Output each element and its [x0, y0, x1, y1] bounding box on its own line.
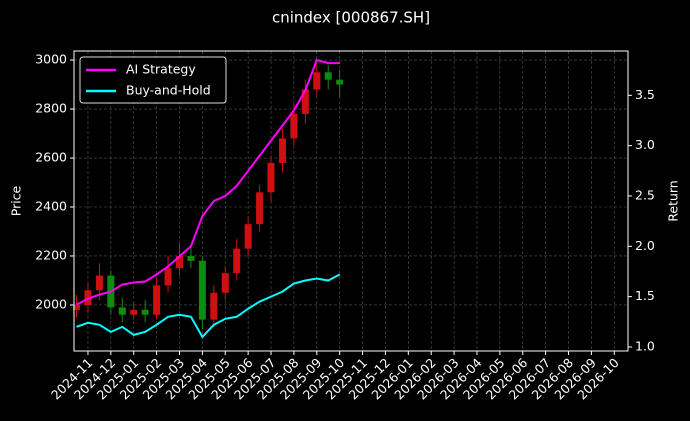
- candle-body: [210, 292, 218, 320]
- plot-frame: [73, 50, 629, 352]
- candle-body: [73, 304, 81, 310]
- candle-body: [130, 309, 138, 315]
- candle-body: [95, 275, 103, 291]
- candle-body: [313, 72, 321, 90]
- candle-body: [118, 307, 126, 315]
- legend-label: Buy-and-Hold: [126, 83, 211, 98]
- candle-body: [290, 113, 298, 139]
- candle-body: [244, 224, 252, 249]
- candle-body: [278, 138, 286, 163]
- y-tick-label: 2600: [35, 150, 67, 165]
- legend-box: [79, 56, 227, 104]
- y2-axis-label: Return: [666, 180, 681, 221]
- y2-tick-label: 3.5: [635, 87, 655, 102]
- y-tick-label: 3000: [35, 52, 67, 67]
- y2-tick-label: 2.5: [635, 187, 655, 202]
- y2-tick-label: 3.0: [635, 137, 655, 152]
- candle-body: [175, 255, 183, 269]
- candle-body: [141, 309, 149, 315]
- y2-tick-label: 1.0: [635, 338, 655, 353]
- candle-body: [164, 268, 172, 286]
- candle-body: [336, 79, 344, 85]
- candle-body: [221, 273, 229, 293]
- y-tick-label: 2400: [35, 199, 67, 214]
- candle-body: [187, 255, 195, 261]
- candle-body: [267, 162, 275, 193]
- y-tick-label: 2200: [35, 247, 67, 262]
- candle-body: [198, 260, 206, 320]
- y-tick-label: 2800: [35, 101, 67, 116]
- y2-tick-label: 2.0: [635, 238, 655, 253]
- y-axis-label: Price: [9, 185, 24, 216]
- series-line: [76, 58, 340, 306]
- candle-body: [153, 285, 161, 315]
- candle-body: [301, 89, 309, 114]
- series-line: [76, 273, 341, 339]
- candle-body: [256, 192, 264, 225]
- legend-label: AI Strategy: [126, 62, 196, 77]
- candle-body: [233, 248, 241, 274]
- y-tick-label: 2000: [35, 296, 67, 311]
- candle-body: [324, 72, 332, 80]
- chart-title: cnindex [000867.SH]: [272, 9, 430, 27]
- y2-tick-label: 1.5: [635, 288, 655, 303]
